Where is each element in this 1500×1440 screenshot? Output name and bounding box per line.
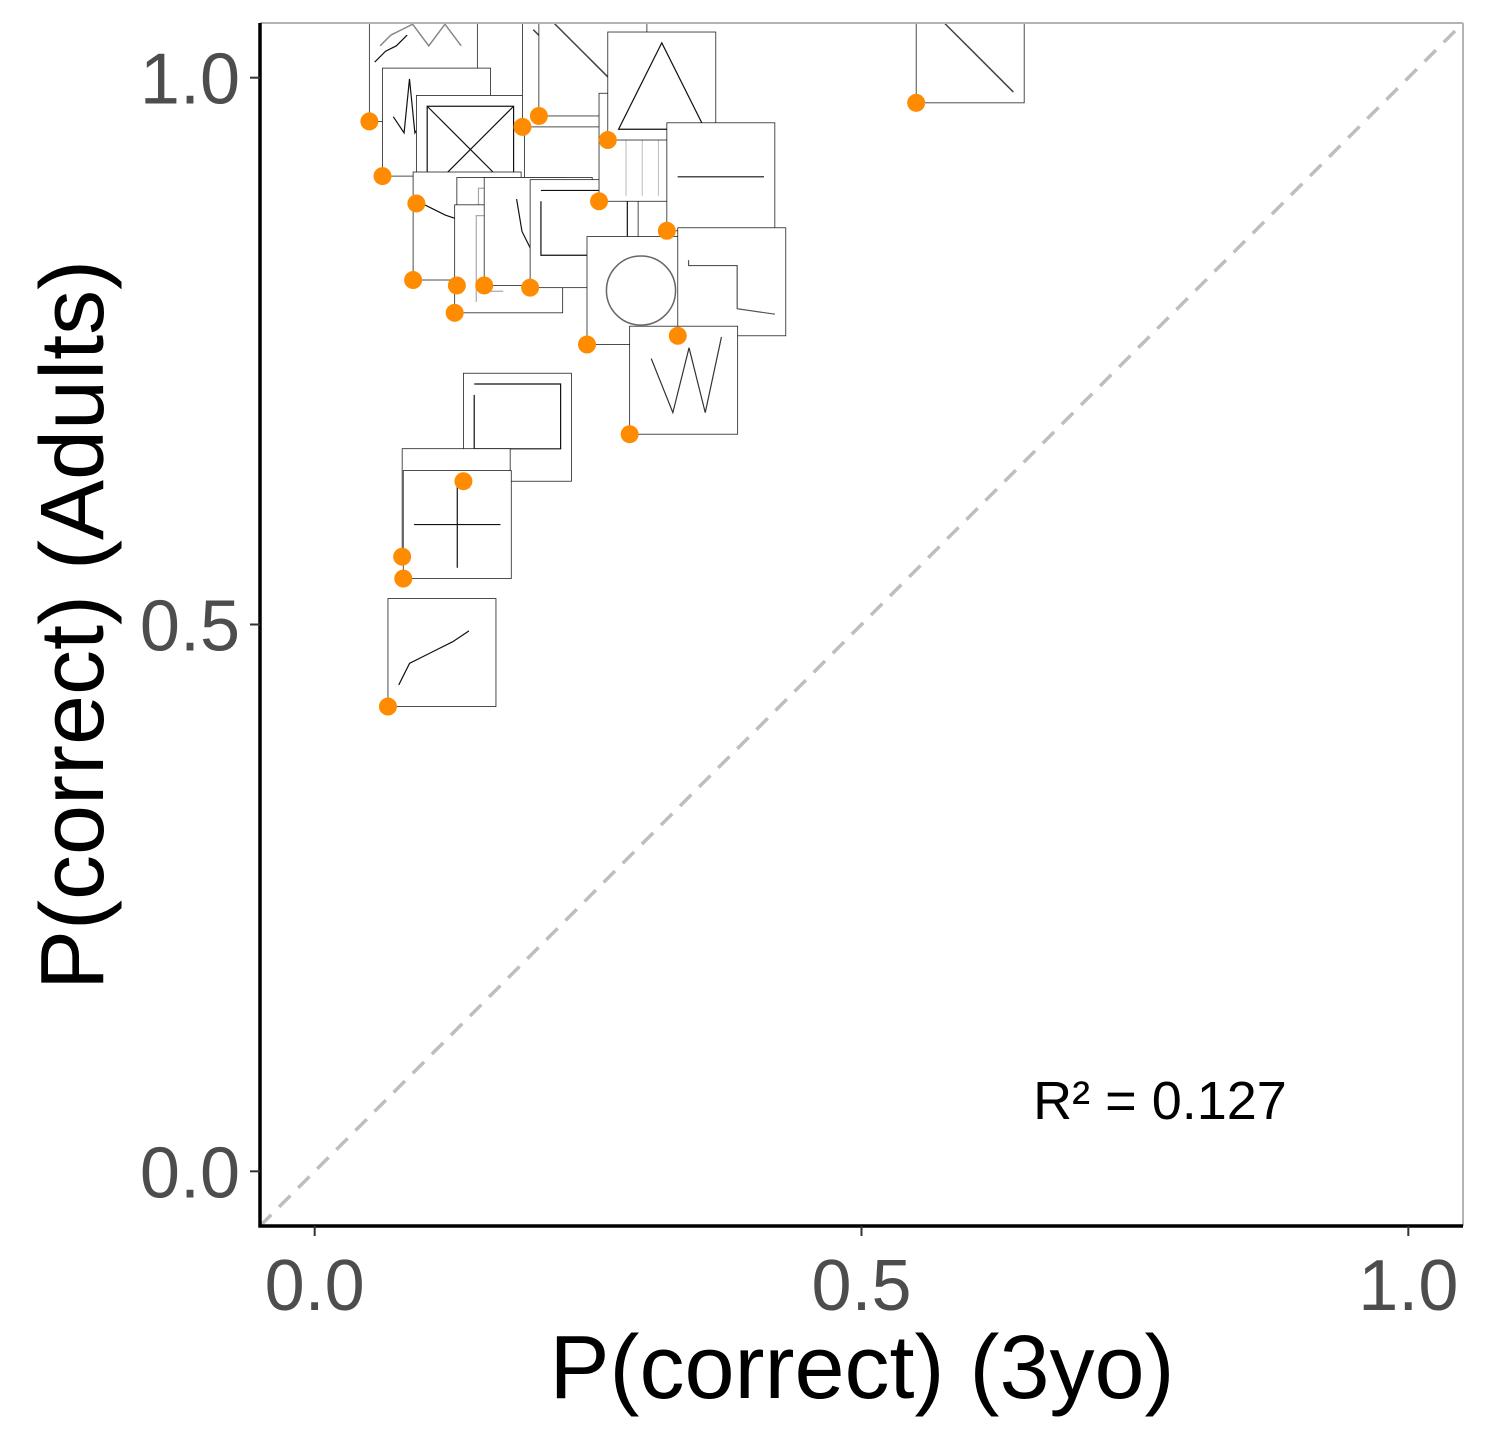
data-point <box>373 167 392 186</box>
data-point <box>668 326 687 345</box>
data-point <box>475 276 494 295</box>
r-squared-annotation: R² = 0.127 <box>1033 1071 1287 1131</box>
data-point <box>360 112 379 131</box>
axis-ticks: 0.0 0.5 1.0 0.0 0.5 1.0 <box>140 40 1458 1326</box>
data-point <box>445 303 464 322</box>
data-points-layer <box>360 93 926 716</box>
x-tick-label: 0.5 <box>811 1246 911 1326</box>
data-point <box>620 425 639 444</box>
y-tick-label: 0.5 <box>140 587 240 667</box>
data-point <box>529 106 548 125</box>
reference-line-layer <box>258 21 1465 1228</box>
data-point <box>657 221 676 240</box>
glyph-thumbnail <box>402 470 512 579</box>
y-axis-title: P(correct) (Adults) <box>23 260 123 990</box>
y-tick-label: 1.0 <box>140 40 240 120</box>
data-point <box>513 117 532 136</box>
data-point <box>598 131 617 150</box>
data-point <box>590 192 609 211</box>
data-point <box>447 276 466 295</box>
glyph-thumbnail <box>607 31 717 141</box>
data-point <box>404 271 423 290</box>
glyph-thumbnails-layer <box>368 23 1025 707</box>
data-point <box>577 335 596 354</box>
data-point <box>454 472 473 491</box>
glyph-thumbnail <box>387 598 497 707</box>
glyph-thumbnail <box>915 23 1025 104</box>
x-axis-title: P(correct) (3yo) <box>549 1318 1174 1418</box>
glyph-thumbnail <box>666 122 776 232</box>
data-point <box>521 278 540 297</box>
y-tick-label: 0.0 <box>140 1133 240 1213</box>
data-point <box>393 547 412 566</box>
data-point <box>907 93 926 112</box>
reference-line <box>258 21 1465 1228</box>
x-tick-label: 0.0 <box>265 1246 365 1326</box>
data-point <box>378 697 397 716</box>
x-tick-label: 1.0 <box>1358 1246 1458 1326</box>
data-point <box>407 194 426 213</box>
data-point <box>394 569 413 588</box>
glyph-thumbnail <box>677 227 787 337</box>
glyph-thumbnail <box>629 325 739 435</box>
